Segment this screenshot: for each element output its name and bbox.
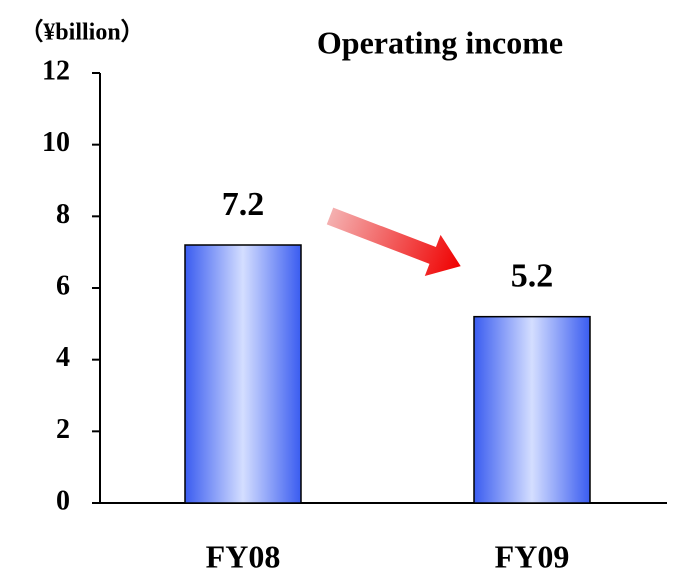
y-tick-label: 2	[56, 414, 70, 445]
data-label: 5.2	[511, 257, 554, 294]
y-tick-label: 4	[56, 342, 70, 373]
x-tick-label: FY08	[206, 538, 281, 574]
y-tick-label: 6	[56, 270, 70, 301]
x-tick-label: FY09	[495, 538, 570, 574]
data-label: 7.2	[222, 186, 265, 223]
chart-title: Operating income	[317, 24, 563, 60]
bar	[184, 244, 302, 504]
bar	[473, 315, 591, 504]
y-axis-label: （¥billion）	[19, 19, 144, 46]
y-tick-label: 0	[56, 485, 70, 516]
y-tick-label: 8	[56, 199, 70, 230]
y-tick-label: 12	[42, 55, 70, 86]
y-tick-label: 10	[42, 127, 70, 158]
trend-arrow	[326, 207, 461, 276]
